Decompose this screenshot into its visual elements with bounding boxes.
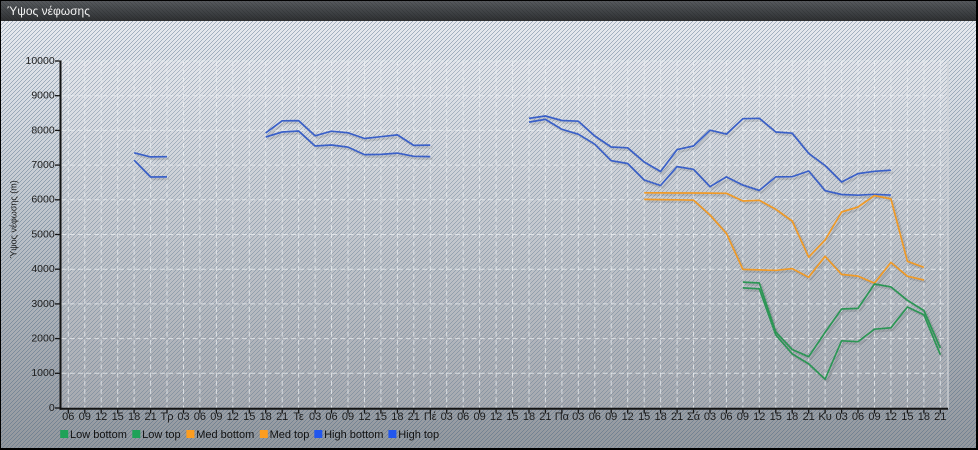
svg-text:15: 15 (638, 411, 650, 423)
svg-text:12: 12 (885, 411, 897, 423)
svg-text:Πα: Πα (555, 411, 570, 423)
svg-text:18: 18 (918, 411, 930, 423)
svg-text:Low bottom: Low bottom (70, 429, 127, 441)
svg-text:Τρ: Τρ (161, 411, 174, 423)
svg-text:21: 21 (934, 411, 946, 423)
svg-text:03: 03 (309, 411, 321, 423)
svg-text:06: 06 (589, 411, 601, 423)
svg-text:9000: 9000 (31, 90, 55, 102)
svg-text:12: 12 (95, 411, 107, 423)
svg-text:12: 12 (622, 411, 634, 423)
svg-text:21: 21 (803, 411, 815, 423)
svg-text:3000: 3000 (31, 298, 55, 310)
svg-text:18: 18 (786, 411, 798, 423)
svg-text:09: 09 (605, 411, 617, 423)
svg-text:15: 15 (770, 411, 782, 423)
svg-text:21: 21 (539, 411, 551, 423)
svg-text:Κυ: Κυ (818, 411, 831, 423)
svg-text:1000: 1000 (31, 367, 55, 379)
svg-text:0: 0 (49, 402, 55, 414)
svg-text:High bottom: High bottom (324, 429, 383, 441)
svg-text:06: 06 (852, 411, 864, 423)
svg-text:18: 18 (523, 411, 535, 423)
svg-text:Σά: Σά (687, 411, 701, 423)
svg-text:High top: High top (398, 429, 439, 441)
svg-text:15: 15 (506, 411, 518, 423)
svg-text:03: 03 (835, 411, 847, 423)
svg-text:Πέ: Πέ (424, 411, 437, 423)
svg-text:21: 21 (408, 411, 420, 423)
svg-text:18: 18 (260, 411, 272, 423)
svg-text:06: 06 (62, 411, 74, 423)
svg-text:03: 03 (572, 411, 584, 423)
svg-text:Ύψος νέφωσης (m): Ύψος νέφωσης (m) (9, 180, 19, 258)
svg-text:09: 09 (342, 411, 354, 423)
svg-text:2000: 2000 (31, 333, 55, 345)
svg-text:12: 12 (358, 411, 370, 423)
svg-text:8000: 8000 (31, 124, 55, 136)
svg-text:4000: 4000 (31, 263, 55, 275)
svg-text:09: 09 (737, 411, 749, 423)
svg-text:6000: 6000 (31, 194, 55, 206)
svg-text:06: 06 (457, 411, 469, 423)
svg-text:09: 09 (210, 411, 222, 423)
svg-text:18: 18 (654, 411, 666, 423)
svg-text:09: 09 (79, 411, 91, 423)
svg-text:15: 15 (243, 411, 255, 423)
svg-text:06: 06 (194, 411, 206, 423)
svg-text:21: 21 (671, 411, 683, 423)
svg-text:03: 03 (704, 411, 716, 423)
svg-text:21: 21 (276, 411, 288, 423)
svg-text:Low top: Low top (142, 429, 181, 441)
svg-text:06: 06 (720, 411, 732, 423)
svg-text:15: 15 (375, 411, 387, 423)
svg-text:09: 09 (473, 411, 485, 423)
svg-text:21: 21 (144, 411, 156, 423)
svg-text:18: 18 (128, 411, 140, 423)
svg-text:03: 03 (177, 411, 189, 423)
svg-text:15: 15 (112, 411, 124, 423)
svg-text:Med bottom: Med bottom (196, 429, 254, 441)
svg-text:09: 09 (868, 411, 880, 423)
svg-text:12: 12 (753, 411, 765, 423)
svg-text:06: 06 (325, 411, 337, 423)
svg-text:12: 12 (227, 411, 239, 423)
svg-text:15: 15 (901, 411, 913, 423)
svg-text:7000: 7000 (31, 159, 55, 171)
svg-text:10000: 10000 (25, 55, 54, 67)
svg-text:03: 03 (441, 411, 453, 423)
svg-text:Med top: Med top (270, 429, 310, 441)
svg-text:18: 18 (391, 411, 403, 423)
svg-text:Τε: Τε (293, 411, 304, 423)
svg-text:5000: 5000 (31, 228, 55, 240)
svg-text:12: 12 (490, 411, 502, 423)
